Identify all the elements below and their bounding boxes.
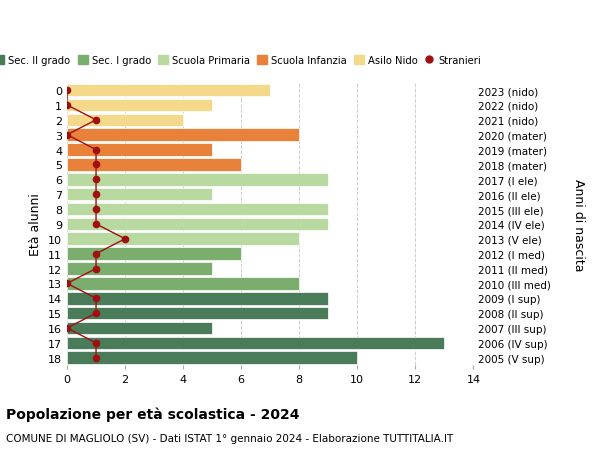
Bar	[67, 263, 212, 275]
Bar	[67, 322, 212, 335]
Bar	[67, 248, 241, 260]
Bar	[67, 292, 328, 305]
Bar	[67, 129, 299, 142]
Text: Popolazione per età scolastica - 2024: Popolazione per età scolastica - 2024	[6, 406, 299, 421]
Bar	[67, 218, 328, 231]
Bar	[67, 84, 270, 97]
Bar	[67, 203, 328, 216]
Bar	[67, 277, 299, 290]
Y-axis label: Anni di nascita: Anni di nascita	[572, 178, 585, 270]
Bar	[67, 159, 241, 171]
Bar	[67, 144, 212, 157]
Text: COMUNE DI MAGLIOLO (SV) - Dati ISTAT 1° gennaio 2024 - Elaborazione TUTTITALIA.I: COMUNE DI MAGLIOLO (SV) - Dati ISTAT 1° …	[6, 433, 453, 443]
Bar	[67, 307, 328, 320]
Bar	[67, 100, 212, 112]
Bar	[67, 233, 299, 246]
Legend: Sec. II grado, Sec. I grado, Scuola Primaria, Scuola Infanzia, Asilo Nido, Stran: Sec. II grado, Sec. I grado, Scuola Prim…	[0, 52, 485, 70]
Y-axis label: Età alunni: Età alunni	[29, 193, 43, 256]
Bar	[67, 189, 212, 201]
Bar	[67, 174, 328, 186]
Bar	[67, 352, 358, 364]
Bar	[67, 337, 445, 349]
Bar	[67, 114, 183, 127]
